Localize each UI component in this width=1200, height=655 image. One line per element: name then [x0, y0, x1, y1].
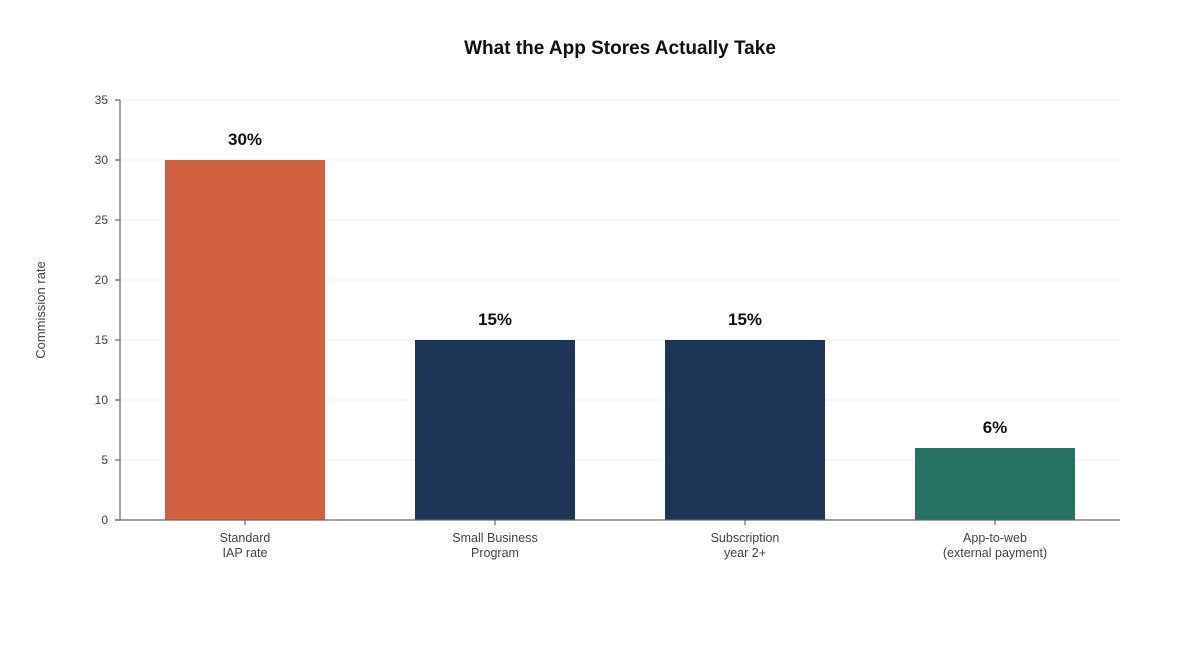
category-label: Program: [471, 546, 519, 560]
data-labels: 30% 15% 15% 6%: [228, 130, 1007, 437]
bar: [665, 340, 825, 520]
y-axis-ticks: 0 5 10 15 20 25 30 35: [95, 93, 120, 527]
y-tick-label: 15: [95, 333, 109, 347]
bars: [165, 160, 1075, 520]
y-tick-label: 5: [101, 453, 108, 467]
category-label: year 2+: [724, 546, 766, 560]
bar: [915, 448, 1075, 520]
bar: [415, 340, 575, 520]
y-tick-label: 35: [95, 93, 109, 107]
y-tick-label: 30: [95, 153, 109, 167]
chart-title: What the App Stores Actually Take: [464, 38, 776, 59]
bar: [165, 160, 325, 520]
bar-value-label: 15%: [478, 310, 512, 329]
y-axis-label: Commission rate: [33, 261, 48, 359]
bar-value-label: 15%: [728, 310, 762, 329]
y-tick-label: 20: [95, 273, 109, 287]
category-label: App-to-web: [963, 531, 1027, 545]
y-tick-label: 0: [101, 513, 108, 527]
category-label: (external payment): [943, 546, 1047, 560]
category-label: Subscription: [711, 531, 780, 545]
y-tick-label: 25: [95, 213, 109, 227]
category-label: IAP rate: [223, 546, 268, 560]
bar-value-label: 6%: [983, 418, 1008, 437]
bar-value-label: 30%: [228, 130, 262, 149]
category-label: Standard: [220, 531, 271, 545]
category-label: Small Business: [452, 531, 537, 545]
y-tick-label: 10: [95, 393, 109, 407]
